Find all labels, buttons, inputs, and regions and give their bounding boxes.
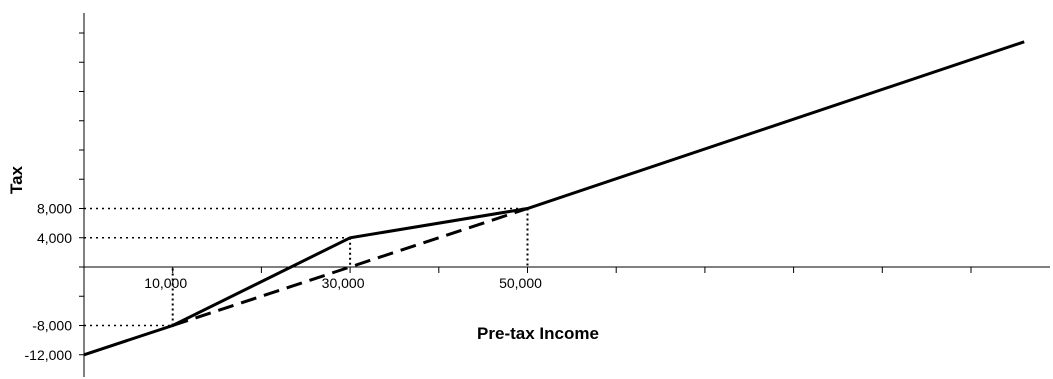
- x-tick-label: 30,000: [322, 275, 365, 291]
- x-tick-label: 50,000: [499, 275, 542, 291]
- y-tick-label: -8,000: [32, 318, 72, 334]
- dashed-series-line: [172, 207, 528, 327]
- x-axis-title: Pre-tax Income: [477, 324, 599, 343]
- tick-labels: 10,000 30,000 50,000 8,000 4,000 -8,000 -12,00…: [25, 201, 543, 363]
- y-tick-label: 4,000: [37, 230, 72, 246]
- solid-series-line: [83, 40, 1025, 357]
- y-tick-label: 8,000: [37, 201, 72, 217]
- series-lines: [83, 40, 1025, 357]
- axes: [79, 13, 1050, 377]
- guide-lines: [84, 207, 529, 327]
- x-tick-label: 10,000: [144, 275, 187, 291]
- y-axis-title: Tax: [7, 165, 26, 194]
- y-tick-label: -12,000: [25, 347, 73, 363]
